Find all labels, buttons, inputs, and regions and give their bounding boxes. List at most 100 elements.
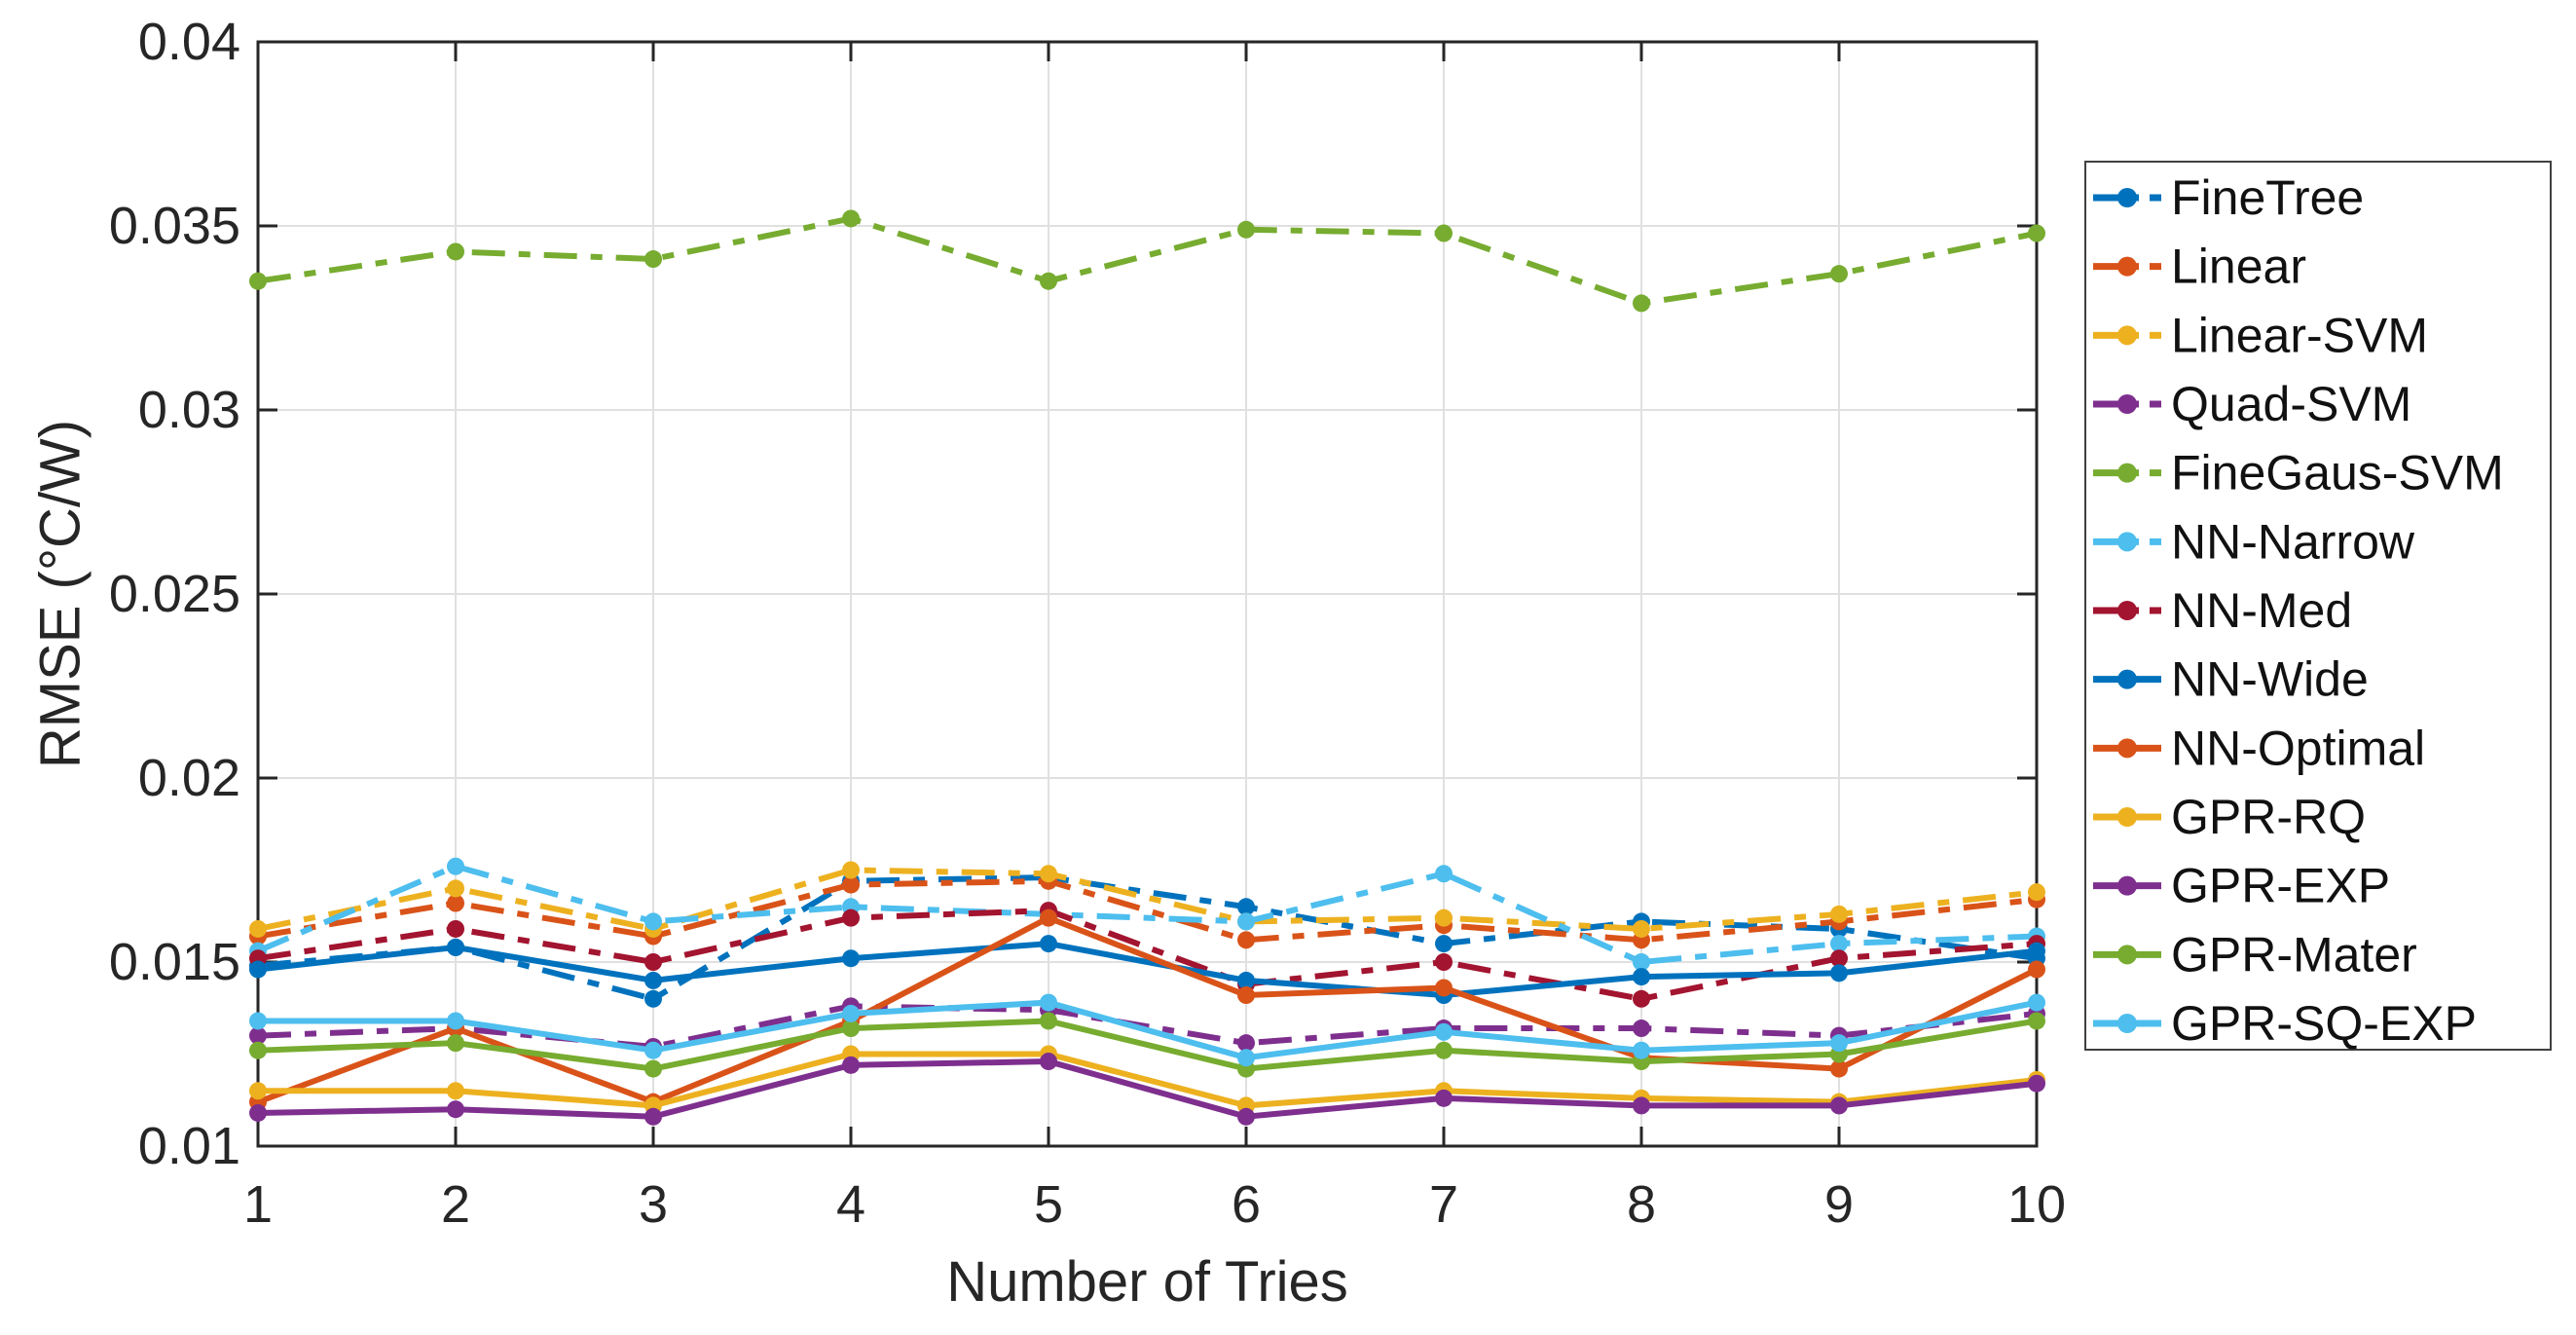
legend-item-FineGaus-SVM: FineGaus-SVM [2093, 446, 2504, 501]
marker-GPR-SQ-EXP [644, 1041, 662, 1059]
legend-marker-sample [2117, 669, 2137, 689]
marker-FineTree [644, 989, 662, 1008]
marker-GPR-RQ [447, 1082, 464, 1100]
legend-item-NN-Med: NN-Med [2093, 583, 2352, 638]
marker-GPR-EXP [447, 1100, 464, 1119]
legend-marker-sample [2117, 1014, 2137, 1033]
legend-label: NN-Optimal [2171, 721, 2425, 775]
marker-GPR-EXP [644, 1107, 662, 1126]
marker-NN-Wide [249, 960, 267, 979]
y-tick-label: 0.015 [109, 933, 240, 991]
series-line-NN-Narrow [258, 863, 2037, 966]
marker-GPR-SQ-EXP [1040, 993, 1057, 1012]
x-tick-label: 5 [1034, 1175, 1063, 1234]
legend-marker-sample [2117, 945, 2137, 965]
series-line-Linear [258, 877, 2037, 944]
marker-GPR-Mater [249, 1041, 267, 1059]
legend-box [2084, 161, 2552, 1051]
y-tick-label: 0.025 [109, 565, 240, 623]
x-tick-label: 4 [836, 1175, 865, 1234]
y-tick-label: 0.03 [138, 381, 240, 439]
marker-Linear [842, 875, 860, 894]
marker-FineTree [1435, 935, 1453, 953]
marker-NN-Optimal [1830, 1059, 1848, 1078]
marker-Linear-SVM [1633, 919, 1650, 938]
marker-NN-Optimal [2028, 960, 2045, 979]
marker-NN-Narrow [1830, 935, 1848, 953]
y-tick-label: 0.02 [138, 749, 240, 807]
series-FineGaus-SVM [249, 209, 2045, 313]
marker-GPR-EXP [1237, 1107, 1255, 1126]
marker-GPR-RQ [249, 1082, 267, 1100]
legend-label: GPR-Mater [2171, 927, 2417, 982]
marker-Linear-SVM [2028, 883, 2045, 902]
marker-GPR-Mater [1040, 1012, 1057, 1030]
legend-marker-sample [2117, 532, 2137, 552]
marker-GPR-Mater [2028, 1012, 2045, 1030]
marker-NN-Wide [1830, 964, 1848, 983]
marker-FineGaus-SVM [1435, 224, 1453, 242]
marker-NN-Wide [644, 971, 662, 989]
y-tick-label: 0.035 [109, 197, 240, 255]
tick-labels: 0.01 0.015 0.02 0.025 0.03 0.035 0.04 1 2 3 4 5 6 7 8 9… [109, 13, 2066, 1234]
marker-GPR-SQ-EXP [1830, 1034, 1848, 1053]
marker-Quad-SVM [249, 1026, 267, 1045]
marker-NN-Wide [447, 938, 464, 956]
marker-GPR-SQ-EXP [249, 1012, 267, 1030]
marker-Linear-SVM [447, 879, 464, 898]
marker-GPR-Mater [644, 1059, 662, 1078]
y-tick-label: 0.01 [138, 1117, 240, 1175]
marker-Quad-SVM [1633, 1020, 1650, 1038]
series-line-Quad-SVM [258, 1003, 2037, 1050]
marker-NN-Narrow [447, 857, 464, 875]
x-tick-label: 7 [1429, 1175, 1458, 1234]
marker-Linear-SVM [1830, 905, 1848, 923]
marker-GPR-Mater [1435, 1041, 1453, 1059]
legend-item-Quad-SVM: Quad-SVM [2093, 377, 2411, 431]
marker-GPR-SQ-EXP [842, 1004, 860, 1022]
marker-GPR-Mater [447, 1034, 464, 1053]
marker-NN-Med [1830, 949, 1848, 968]
legend-label: GPR-EXP [2171, 859, 2390, 913]
marker-FineGaus-SVM [1237, 220, 1255, 239]
series-NN-Wide [249, 935, 2045, 1005]
marker-FineGaus-SVM [1633, 294, 1650, 313]
axes [256, 40, 2039, 1148]
marker-Linear-SVM [1435, 909, 1453, 927]
marker-NN-Wide [842, 949, 860, 968]
series-NN-Narrow [249, 857, 2045, 971]
series-GPR-EXP [249, 1053, 2045, 1126]
marker-FineGaus-SVM [842, 209, 860, 228]
marker-Linear-SVM [249, 919, 267, 938]
legend-marker-sample [2117, 601, 2137, 620]
series-line-GPR-Mater [258, 1018, 2037, 1072]
legend-marker-sample [2117, 807, 2137, 827]
legend-item-GPR-Mater: GPR-Mater [2093, 927, 2417, 982]
x-tick-label: 1 [243, 1175, 273, 1234]
series-line-GPR-SQ-EXP [258, 999, 2037, 1061]
marker-GPR-Mater [842, 1020, 860, 1038]
marker-NN-Wide [1040, 935, 1057, 953]
y-axis-label: RMSE (°C/W) [28, 419, 92, 769]
legend-marker-sample [2117, 463, 2137, 483]
marker-Linear-SVM [1040, 865, 1057, 883]
marker-GPR-EXP [842, 1056, 860, 1074]
x-tick-label: 9 [1824, 1175, 1854, 1234]
series-line-Linear-SVM [258, 867, 2037, 933]
series-line-NN-Wide [258, 941, 2037, 999]
marker-GPR-EXP [1633, 1096, 1650, 1115]
series-GPR-SQ-EXP [249, 993, 2045, 1067]
legend-label: NN-Narrow [2171, 514, 2415, 569]
x-tick-label: 6 [1232, 1175, 1261, 1234]
legend-label: Linear-SVM [2171, 308, 2428, 362]
x-tick-label: 8 [1627, 1175, 1656, 1234]
series-line-GPR-EXP [258, 1058, 2037, 1120]
marker-FineGaus-SVM [644, 250, 662, 269]
marker-NN-Wide [1633, 968, 1650, 986]
marker-NN-Narrow [644, 912, 662, 931]
marker-GPR-SQ-EXP [2028, 993, 2045, 1012]
series-line-GPR-RQ [258, 1051, 2037, 1109]
legend: FineTree Linear Linear-SVM Quad-SVM FineGaus… [2084, 161, 2552, 1051]
